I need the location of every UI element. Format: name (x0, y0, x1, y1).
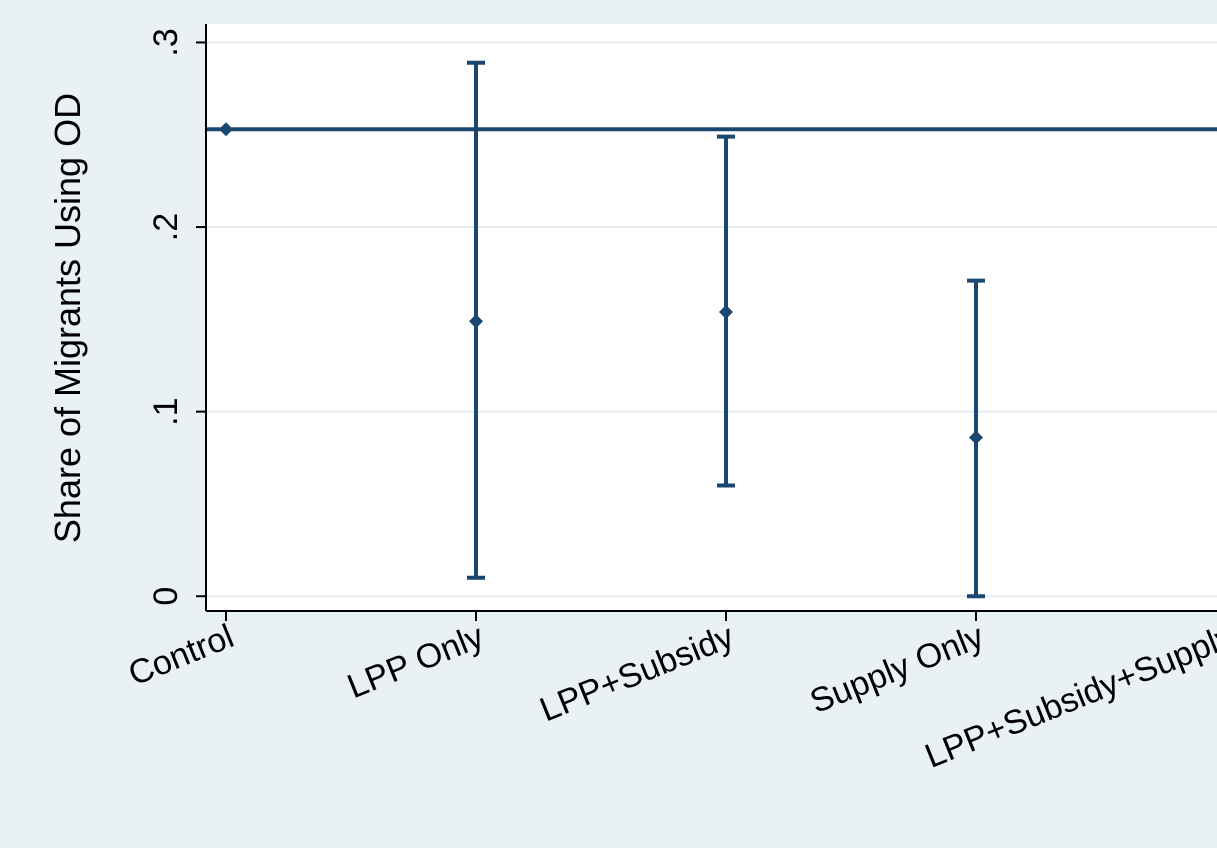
y-tick-label: .3 (147, 28, 185, 56)
x-tick-label: Control (123, 617, 239, 693)
data-point (969, 430, 983, 445)
data-point (219, 122, 233, 137)
y-axis-ticks: 0 .1 .2 .3 (147, 28, 206, 606)
y-tick-label: 0 (147, 587, 185, 606)
data-point (719, 304, 733, 319)
x-tick-label: LPP+Subsidy (535, 617, 739, 729)
plot-area (206, 24, 1217, 611)
x-tick-label: LPP Only (342, 617, 489, 706)
y-tick-label: .2 (147, 213, 185, 241)
y-tick-label: .1 (147, 397, 185, 425)
gridlines (206, 41, 1217, 598)
x-axis-ticks: Control LPP Only LPP+Subsidy Supply OnlyLPP… (123, 611, 1217, 776)
x-tick-label: Supply Only (805, 617, 989, 721)
y-axis-title: Share of Migrants Using OD (47, 93, 88, 543)
data-marks (219, 60, 985, 599)
data-point (469, 314, 483, 329)
